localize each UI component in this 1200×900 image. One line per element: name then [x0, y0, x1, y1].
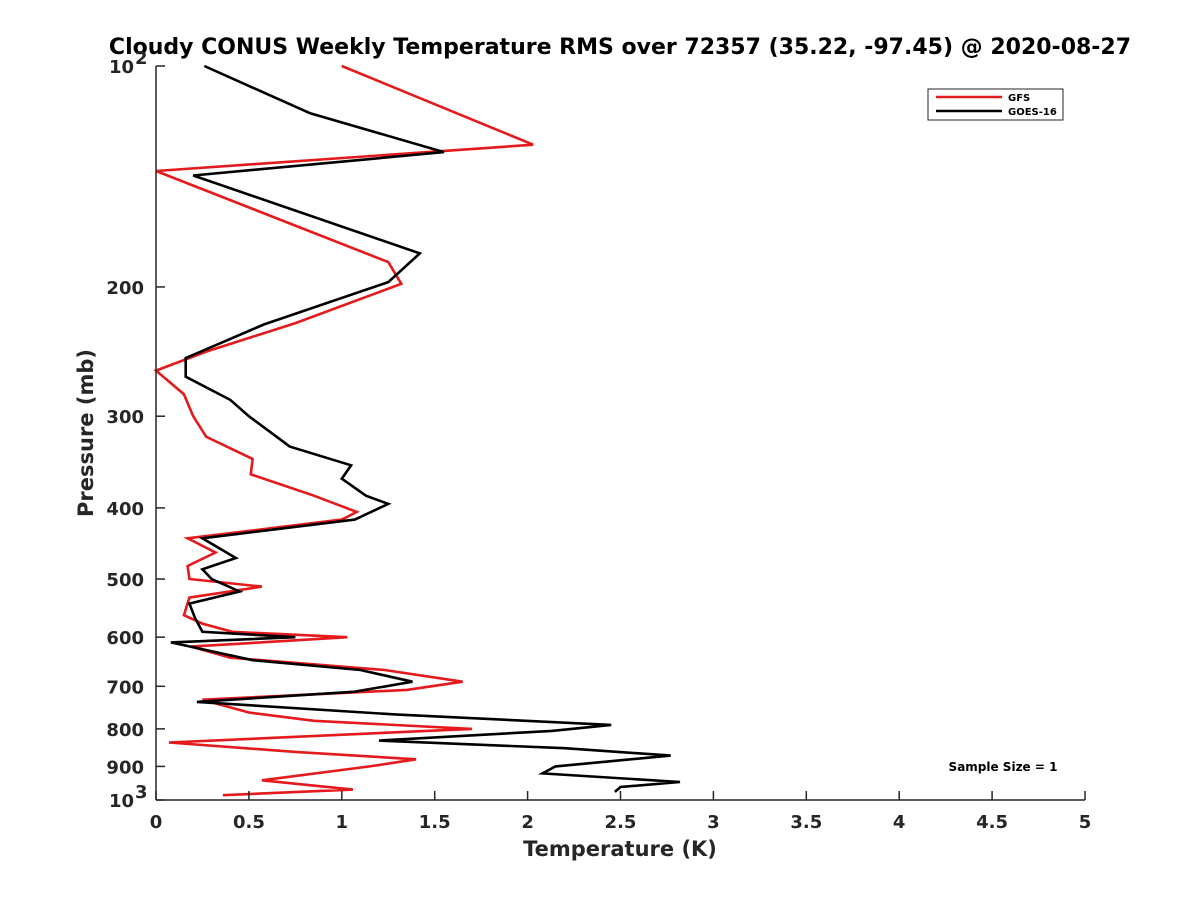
- y-tick-label: 10: [109, 791, 134, 812]
- x-tick-label: 2: [521, 812, 534, 833]
- y-tick-label: 800: [106, 720, 144, 741]
- y-tick-label: 10: [109, 57, 134, 78]
- x-tick-label: 1: [336, 812, 349, 833]
- x-tick-label: 4.5: [976, 812, 1008, 833]
- y-tick-label: 400: [106, 499, 144, 520]
- legend-box: [927, 88, 1064, 121]
- x-tick-label: 5: [1079, 812, 1092, 833]
- legend-label-gfs: GFS: [1008, 93, 1030, 104]
- x-tick-label: 1.5: [419, 812, 451, 833]
- x-tick-label: 3: [707, 812, 720, 833]
- sample-size-annotation: Sample Size = 1: [949, 760, 1058, 774]
- legend: GFS GOES-16: [927, 88, 1064, 121]
- y-tick-label: 900: [106, 757, 144, 778]
- x-axis-label: Temperature (K): [523, 837, 717, 861]
- y-tick-label: 200: [106, 278, 144, 299]
- series-layer: [153, 64, 681, 797]
- y-axis-label: Pressure (mb): [74, 349, 98, 517]
- x-tick-label: 2.5: [605, 812, 637, 833]
- x-tick-label: 3.5: [790, 812, 822, 833]
- x-tick-label: 0: [150, 812, 163, 833]
- y-tick-exponent: 3: [135, 782, 148, 803]
- x-tick-label: 4: [893, 812, 906, 833]
- y-tick-label: 500: [106, 570, 144, 591]
- y-tick-label: 700: [106, 677, 144, 698]
- series-line-gfs: [153, 64, 534, 797]
- y-tick-exponent: 2: [135, 48, 148, 69]
- y-tick-label: 300: [106, 407, 144, 428]
- chart-title: Cloudy CONUS Weekly Temperature RMS over…: [109, 35, 1131, 60]
- x-tick-label: 0.5: [233, 812, 265, 833]
- y-tick-label: 600: [106, 628, 144, 649]
- series-line-goes16: [170, 64, 681, 793]
- legend-label-goes16: GOES-16: [1008, 107, 1057, 118]
- plot-area: [156, 66, 1085, 800]
- x-axis-ticks: 0 0.5 1 1.5 2 2.5 3 3.5 4 4.5 5: [150, 791, 1092, 833]
